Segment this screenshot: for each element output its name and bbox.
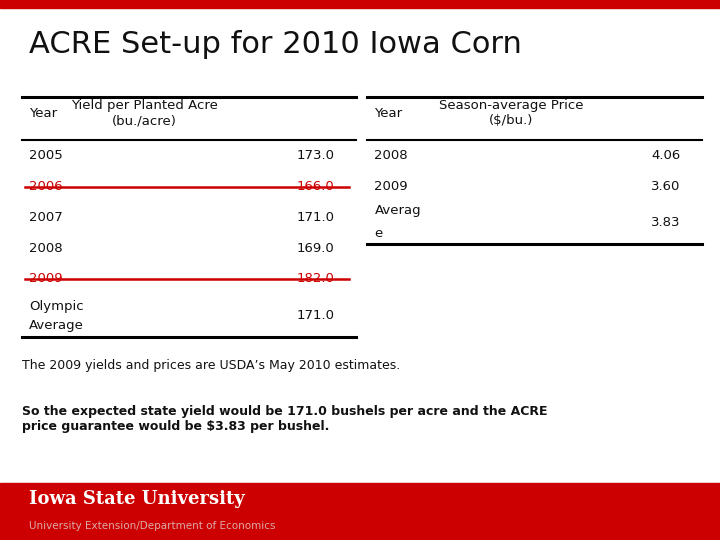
Text: Average: Average xyxy=(29,319,84,332)
Text: 171.0: 171.0 xyxy=(297,309,335,322)
Text: 166.0: 166.0 xyxy=(297,180,335,193)
Text: Iowa State University: Iowa State University xyxy=(29,490,245,508)
Text: 2008: 2008 xyxy=(29,241,63,255)
Text: 171.0: 171.0 xyxy=(297,211,335,224)
Text: 2009: 2009 xyxy=(29,272,63,286)
Text: 2005: 2005 xyxy=(29,149,63,163)
Text: 182.0: 182.0 xyxy=(297,272,335,286)
Text: The 2009 yields and prices are USDA’s May 2010 estimates.: The 2009 yields and prices are USDA’s Ma… xyxy=(22,359,400,372)
Text: Averag: Averag xyxy=(374,204,421,218)
Text: 4.06: 4.06 xyxy=(651,149,680,163)
Text: So the expected state yield would be 171.0 bushels per acre and the ACRE
price g: So the expected state yield would be 171… xyxy=(22,405,547,433)
Text: Yield per Planted Acre
(bu./acre): Yield per Planted Acre (bu./acre) xyxy=(71,99,217,127)
Text: Year: Year xyxy=(374,107,402,120)
Text: 3.60: 3.60 xyxy=(651,180,680,193)
Text: Season-average Price
($/bu.): Season-average Price ($/bu.) xyxy=(439,99,583,127)
Text: 2006: 2006 xyxy=(29,180,63,193)
Text: e: e xyxy=(374,227,382,240)
Text: 2008: 2008 xyxy=(374,149,408,163)
Text: 2007: 2007 xyxy=(29,211,63,224)
Text: Year: Year xyxy=(29,107,57,120)
Text: University Extension/Department of Economics: University Extension/Department of Econo… xyxy=(29,521,275,531)
Text: 169.0: 169.0 xyxy=(297,241,335,255)
Text: Olympic: Olympic xyxy=(29,300,84,313)
Text: 3.83: 3.83 xyxy=(651,216,680,229)
Text: 173.0: 173.0 xyxy=(297,149,335,163)
Text: 2009: 2009 xyxy=(374,180,408,193)
Text: ACRE Set-up for 2010 Iowa Corn: ACRE Set-up for 2010 Iowa Corn xyxy=(29,30,522,59)
